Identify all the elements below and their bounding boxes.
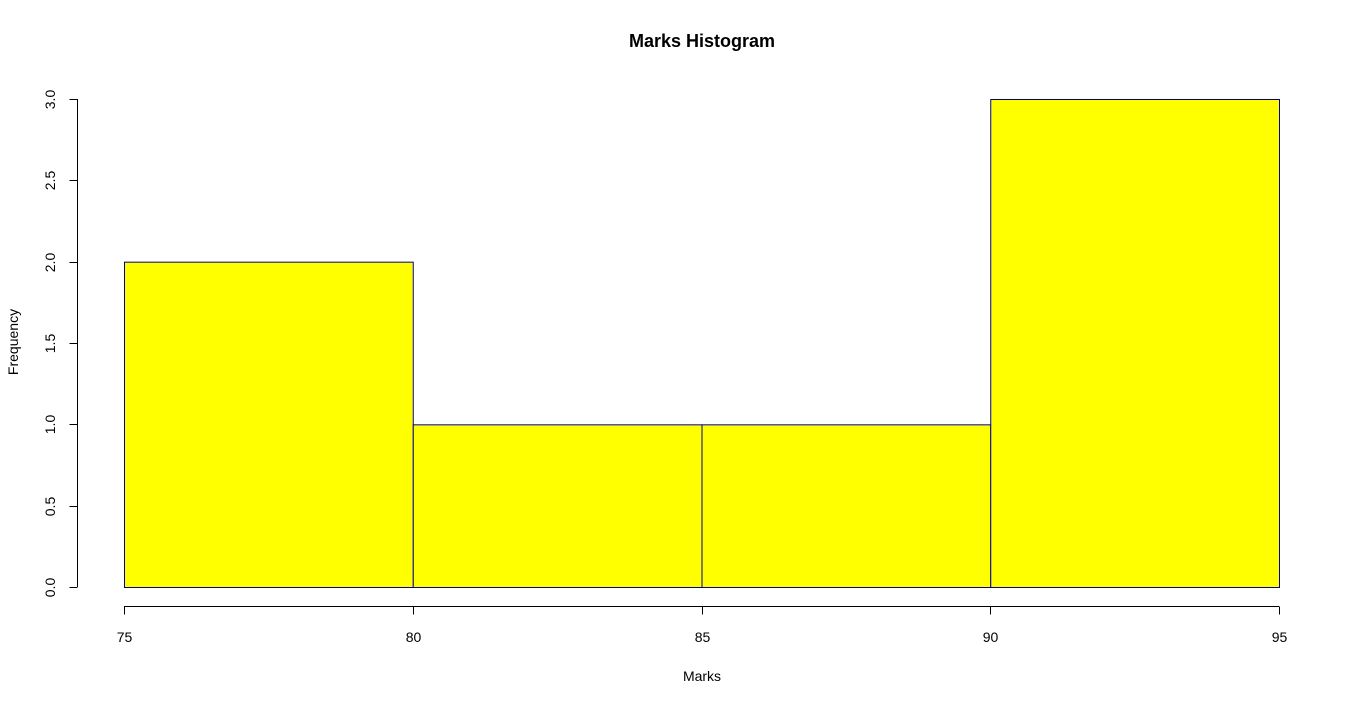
y-tick-label-6: 3.0 — [42, 90, 58, 110]
histogram-bar-2 — [701, 424, 992, 589]
bars-group — [124, 99, 1280, 589]
y-axis-label: Frequency — [5, 309, 21, 375]
x-tick-label-4: 95 — [1272, 629, 1288, 645]
x-axis-label: Marks — [683, 668, 721, 684]
histogram-bar-0 — [124, 261, 414, 588]
x-tick-label-2: 85 — [695, 629, 711, 645]
y-tick-label-3: 1.5 — [42, 334, 58, 354]
y-tick-label-1: 0.5 — [42, 497, 58, 517]
histogram-bar-3 — [990, 99, 1280, 588]
y-tick-label-4: 2.0 — [42, 253, 58, 273]
y-axis: 0.0 0.5 1.0 1.5 2.0 2.5 3.0 — [42, 90, 78, 598]
y-tick-label-2: 1.0 — [42, 415, 58, 435]
x-axis: 75 80 85 90 95 — [117, 606, 1288, 645]
histogram-bar-1 — [412, 424, 703, 589]
x-tick-label-1: 80 — [406, 629, 422, 645]
y-tick-label-0: 0.0 — [42, 578, 58, 598]
x-tick-label-3: 90 — [983, 629, 999, 645]
x-tick-label-0: 75 — [117, 629, 133, 645]
chart-title: Marks Histogram — [629, 31, 775, 51]
y-tick-label-5: 2.5 — [42, 171, 58, 191]
